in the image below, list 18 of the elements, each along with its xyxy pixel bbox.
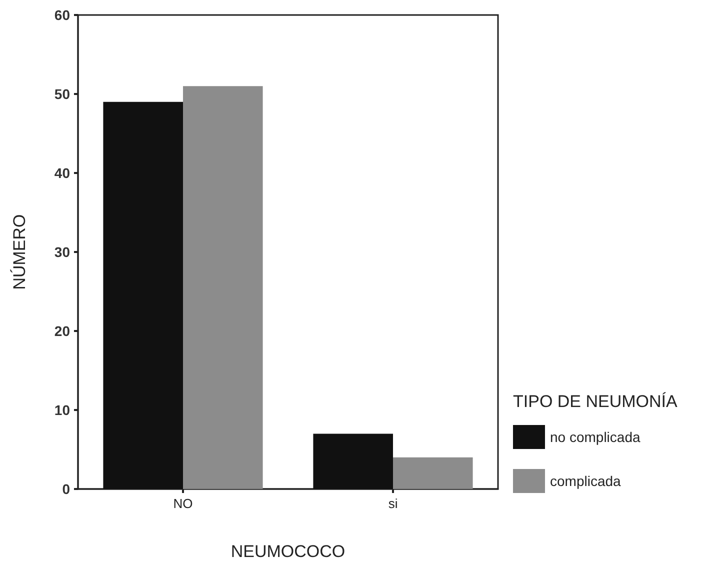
y-tick-label: 60 (54, 7, 70, 23)
bar (393, 457, 473, 489)
y-tick-label: 40 (54, 165, 70, 181)
legend-title: TIPO DE NEUMONÍA (513, 392, 678, 411)
bar (183, 86, 263, 489)
y-tick-label: 50 (54, 86, 70, 102)
x-axis-title: NEUMOCOCO (230, 542, 346, 561)
x-tick-label: si (388, 496, 398, 511)
bar (103, 102, 183, 489)
legend-label: no complicada (550, 429, 640, 445)
y-tick-label: 20 (54, 323, 70, 339)
y-tick-label: 30 (54, 244, 70, 260)
x-tick-label: NO (173, 496, 193, 511)
y-tick-label: 10 (54, 402, 70, 418)
y-tick-label: 0 (62, 481, 70, 497)
bar (313, 434, 393, 489)
y-axis-title: NÚMERO (10, 214, 29, 290)
legend-label: complicada (550, 473, 622, 489)
